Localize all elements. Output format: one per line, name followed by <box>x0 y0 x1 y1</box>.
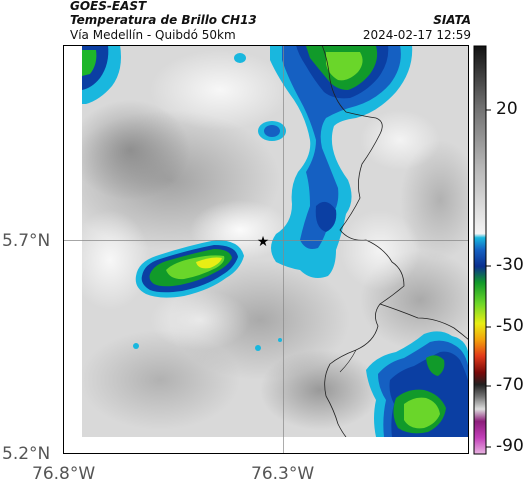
lat-tick-label: 5.2°N <box>2 444 51 464</box>
colorbar-tick-label: -90 <box>496 436 524 456</box>
lat-tick-label: 5.7°N <box>2 231 51 251</box>
timestamp-label: 2024-02-17 12:59 <box>362 28 471 42</box>
product-title: Temperatura de Brillo CH13 <box>70 13 257 27</box>
region-label: Vía Medellín - Quibdó 50km <box>70 28 236 42</box>
location-marker-icon: ★ <box>257 234 270 250</box>
lon-tick-label: 76.8°W <box>32 464 96 484</box>
map-area <box>82 45 469 437</box>
colorbar-tick-label: -30 <box>496 255 524 275</box>
satellite-label: GOES-EAST <box>70 0 147 13</box>
colorbar-tick-label: -70 <box>496 375 524 395</box>
lon-tick-label: 76.3°W <box>251 464 315 484</box>
colorbar-tick-label: 20 <box>496 99 518 119</box>
organization-label: SIATA <box>433 13 471 27</box>
colorbar <box>473 45 487 455</box>
colorbar-tick-label: -50 <box>496 316 524 336</box>
